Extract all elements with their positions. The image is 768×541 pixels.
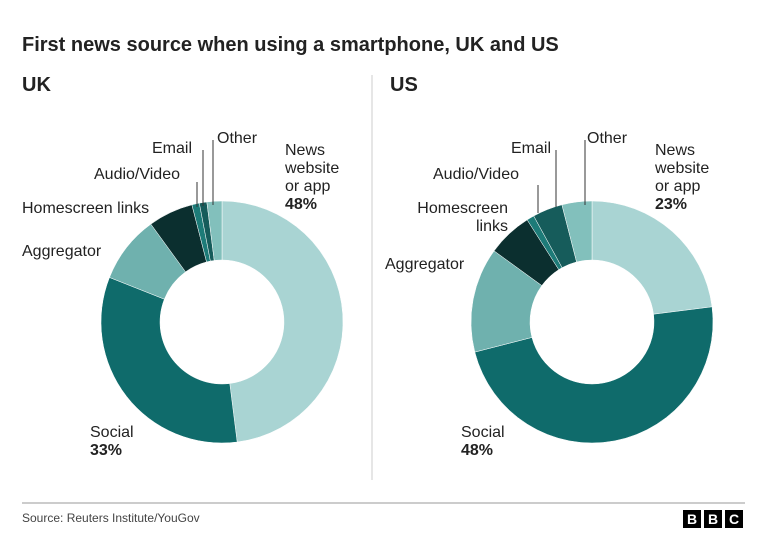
slice-label: Homescreen links bbox=[22, 200, 162, 218]
category-label: Social bbox=[90, 424, 134, 441]
slice-label: Other bbox=[217, 130, 277, 148]
source: Source: Reuters Institute/YouGov bbox=[22, 511, 200, 525]
donut-slice bbox=[221, 200, 344, 443]
logo-letter: B bbox=[683, 510, 701, 528]
category-label: Aggregator bbox=[22, 243, 102, 260]
chart-title: UK bbox=[22, 74, 51, 96]
category-label: Audio/Video bbox=[94, 166, 180, 183]
category-label: Homescreen links bbox=[417, 200, 508, 235]
donut-slice bbox=[100, 277, 238, 444]
category-label: Email bbox=[511, 140, 552, 157]
slice-label: News website or app 23% bbox=[655, 142, 725, 214]
value-label: 48% bbox=[461, 442, 494, 459]
slice-label: Email bbox=[152, 140, 202, 158]
donut-slice bbox=[561, 200, 593, 263]
category-label: News website or app bbox=[655, 142, 710, 195]
donut-slice bbox=[591, 200, 713, 315]
slice-label: Aggregator bbox=[385, 256, 495, 274]
value-label: 48% bbox=[285, 196, 318, 213]
page-title: First news source when using a smartphon… bbox=[22, 34, 559, 56]
category-label: Other bbox=[217, 130, 258, 147]
value-label: 23% bbox=[655, 196, 688, 213]
slice-label: Audio/Video bbox=[94, 166, 204, 184]
category-label: Other bbox=[587, 130, 628, 147]
logo-letter: C bbox=[725, 510, 743, 528]
value-label: 33% bbox=[90, 442, 123, 459]
slice-label: Homescreen links bbox=[398, 200, 508, 236]
category-label: Social bbox=[461, 424, 505, 441]
chart-title: US bbox=[390, 74, 418, 96]
slice-label: Social 48% bbox=[461, 424, 531, 460]
category-label: News website or app bbox=[285, 142, 340, 195]
slice-label: Aggregator bbox=[22, 243, 132, 261]
logo-letter: B bbox=[704, 510, 722, 528]
category-label: Email bbox=[152, 140, 193, 157]
category-label: Audio/Video bbox=[433, 166, 519, 183]
donut-slice bbox=[474, 306, 714, 444]
slice-label: News website or app 48% bbox=[285, 142, 355, 214]
slice-label: Social 33% bbox=[90, 424, 160, 460]
slice-label: Email bbox=[511, 140, 561, 158]
donut-slice bbox=[206, 200, 223, 261]
category-label: Aggregator bbox=[385, 256, 465, 273]
slice-label: Audio/Video bbox=[433, 166, 543, 184]
category-label: Homescreen links bbox=[22, 200, 150, 217]
slice-label: Other bbox=[587, 130, 647, 148]
